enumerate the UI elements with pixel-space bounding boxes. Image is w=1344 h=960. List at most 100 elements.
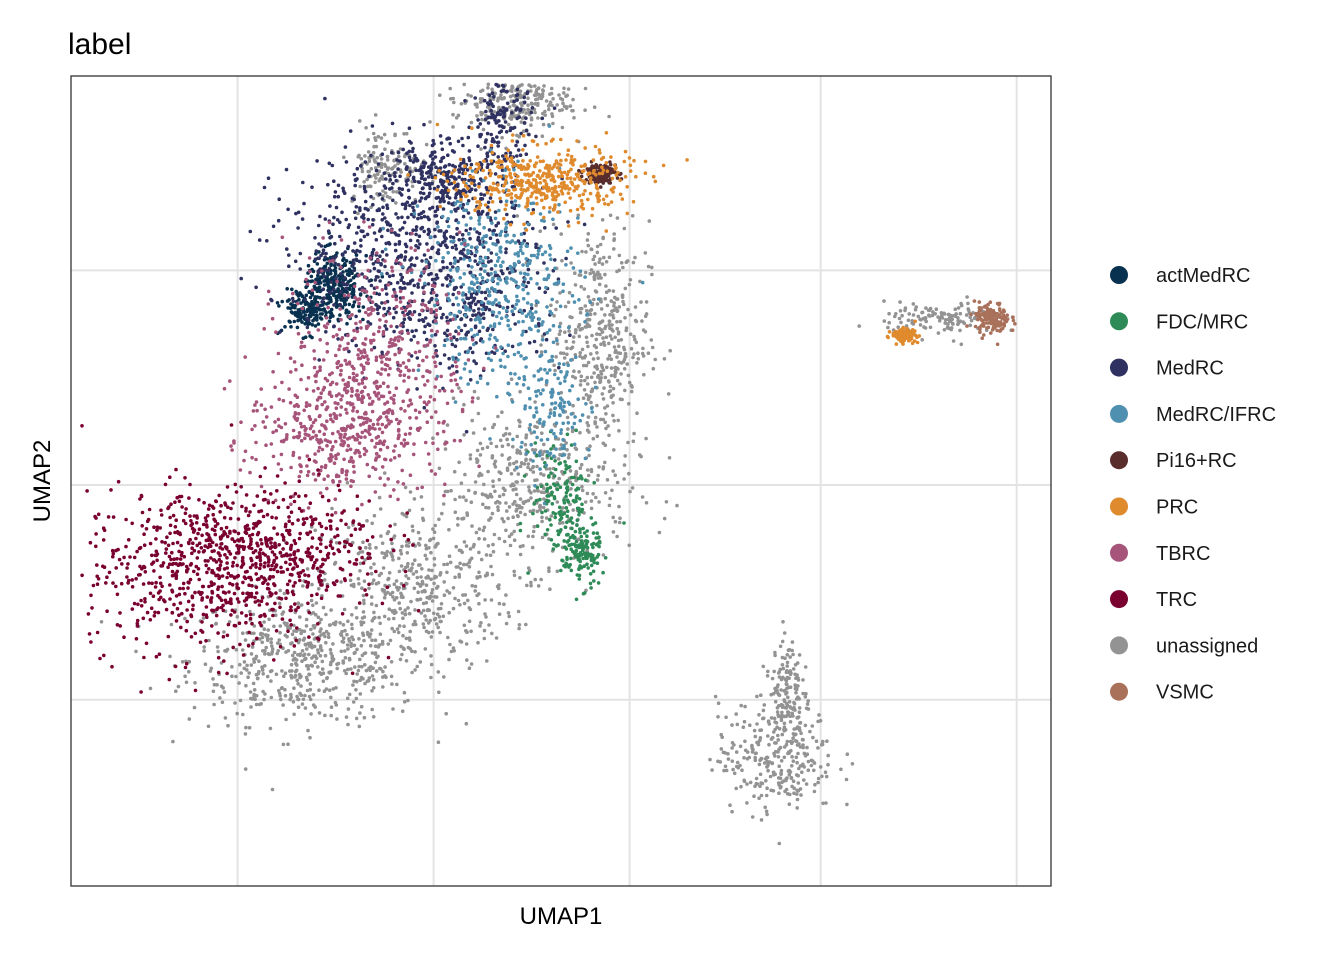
point — [383, 216, 387, 220]
point — [480, 117, 484, 122]
point — [438, 134, 443, 138]
point — [411, 228, 415, 232]
point — [627, 471, 631, 476]
point — [344, 671, 349, 676]
point — [476, 125, 480, 129]
point — [363, 663, 367, 667]
point — [468, 227, 473, 231]
point — [432, 563, 437, 567]
point — [626, 402, 631, 406]
point — [336, 337, 340, 341]
point — [639, 454, 643, 459]
point — [490, 454, 495, 458]
point — [335, 717, 339, 721]
point — [311, 693, 316, 697]
point — [447, 657, 451, 662]
point — [570, 345, 575, 350]
point — [341, 253, 345, 257]
point — [308, 735, 312, 740]
point — [470, 265, 474, 269]
point — [549, 471, 553, 475]
point — [454, 544, 459, 549]
point — [515, 133, 519, 138]
point — [331, 222, 335, 226]
point — [536, 584, 541, 588]
point — [365, 519, 369, 523]
point — [381, 212, 385, 216]
point — [296, 294, 301, 298]
point — [405, 183, 409, 187]
point — [322, 283, 327, 287]
point — [410, 329, 415, 334]
point — [577, 497, 582, 501]
point — [346, 225, 351, 230]
point — [396, 167, 400, 171]
point — [278, 630, 282, 635]
point — [358, 678, 363, 683]
point — [816, 780, 820, 785]
point — [565, 486, 569, 490]
point — [844, 777, 849, 782]
point — [495, 394, 499, 399]
point — [435, 276, 440, 280]
point — [239, 671, 243, 675]
point — [385, 167, 390, 171]
point — [374, 545, 378, 550]
point — [402, 690, 407, 695]
point — [351, 303, 356, 308]
point — [451, 278, 455, 283]
point — [797, 697, 801, 701]
point — [622, 367, 627, 371]
point — [543, 349, 548, 354]
point — [391, 315, 396, 320]
point — [515, 140, 520, 144]
point — [604, 335, 609, 340]
point — [299, 312, 303, 316]
point — [522, 474, 527, 478]
point — [283, 325, 287, 329]
point — [518, 528, 523, 533]
point — [410, 524, 415, 529]
point — [457, 175, 462, 179]
point — [536, 252, 540, 257]
point — [470, 584, 475, 588]
point — [479, 621, 483, 625]
point — [289, 695, 293, 700]
point — [766, 763, 770, 768]
point — [462, 82, 467, 87]
point — [604, 284, 608, 288]
point — [649, 338, 654, 342]
point — [595, 434, 600, 439]
point — [528, 509, 533, 514]
point — [968, 323, 973, 328]
point — [784, 778, 788, 783]
point — [577, 370, 581, 374]
point — [483, 269, 487, 274]
point — [463, 99, 467, 103]
point — [489, 108, 494, 113]
point — [504, 225, 509, 230]
point — [416, 590, 421, 595]
point — [380, 152, 385, 156]
point — [754, 776, 759, 781]
point — [609, 373, 614, 378]
point — [420, 259, 424, 263]
point — [489, 267, 494, 271]
point — [589, 400, 593, 405]
point — [565, 520, 569, 525]
point — [424, 546, 429, 551]
point — [548, 100, 553, 104]
point — [308, 334, 312, 338]
point — [260, 635, 265, 640]
point — [366, 150, 371, 154]
point — [573, 355, 578, 360]
point — [803, 753, 808, 758]
point — [403, 608, 408, 612]
point — [535, 509, 540, 514]
point — [531, 529, 536, 534]
point — [622, 302, 626, 307]
point — [359, 156, 364, 161]
point — [470, 169, 475, 173]
point — [296, 226, 300, 230]
point — [510, 89, 514, 93]
